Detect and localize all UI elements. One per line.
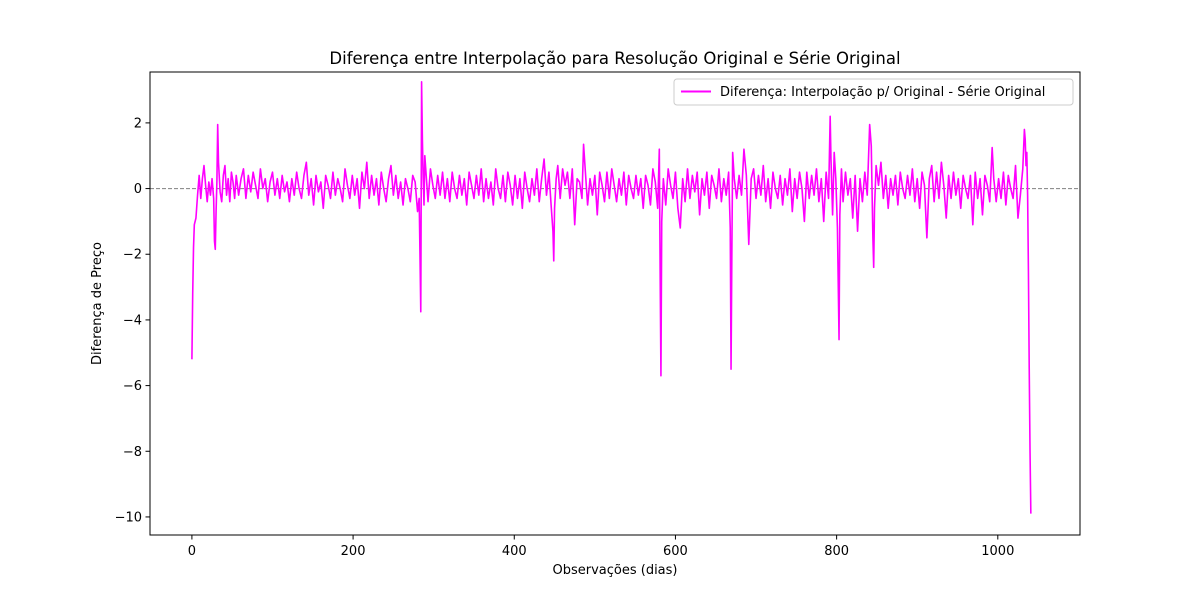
y-axis-label: Diferença de Preço xyxy=(90,242,105,365)
legend: Diferença: Interpolação p/ Original - Sé… xyxy=(673,78,1074,106)
legend-box xyxy=(673,78,1074,106)
series-line-0 xyxy=(191,81,1032,514)
x-tick-label: 800 xyxy=(824,544,849,559)
y-tick-label: −10 xyxy=(115,510,142,525)
legend-label: Diferença: Interpolação p/ Original - Sé… xyxy=(720,85,1045,100)
y-tick-label: 0 xyxy=(134,182,142,197)
chart-title: Diferença entre Interpolação para Resolu… xyxy=(329,49,900,68)
x-axis-label: Observações (dias) xyxy=(552,563,677,578)
x-tick-label: 0 xyxy=(188,544,196,559)
y-tick-label: −4 xyxy=(123,313,142,328)
x-tick-label: 600 xyxy=(663,544,688,559)
y-tick-label: −8 xyxy=(123,445,142,460)
y-tick-label: −6 xyxy=(123,379,142,394)
x-tick-label: 1000 xyxy=(981,544,1014,559)
y-tick-label: −2 xyxy=(123,248,142,263)
x-tick-label: 200 xyxy=(341,544,366,559)
plot-frame xyxy=(149,71,1081,536)
y-tick-label: 2 xyxy=(134,116,142,131)
x-tick-label: 400 xyxy=(502,544,527,559)
